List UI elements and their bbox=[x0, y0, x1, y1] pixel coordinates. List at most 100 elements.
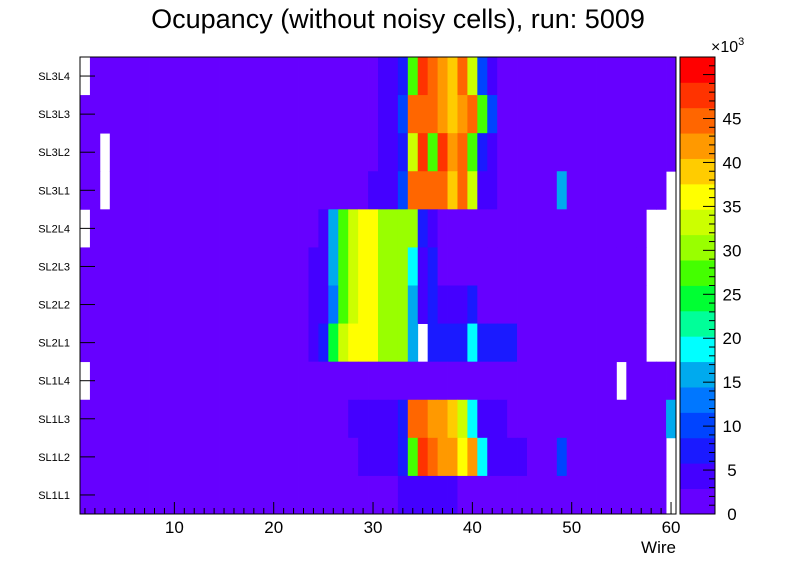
colorbar-exponent-base: ×10 bbox=[711, 39, 738, 56]
heatmap-cell bbox=[576, 247, 587, 286]
heatmap-cell bbox=[427, 361, 438, 401]
heatmap-cell bbox=[576, 399, 587, 439]
heatmap-cell bbox=[238, 285, 250, 324]
heatmap-cell bbox=[616, 323, 627, 363]
heatmap-cell bbox=[467, 95, 478, 134]
heatmap-cell bbox=[99, 247, 111, 286]
heatmap-cell bbox=[119, 361, 131, 401]
heatmap-cell bbox=[209, 323, 220, 363]
heatmap-cell bbox=[318, 133, 329, 172]
colorbar-tick-label: 30 bbox=[723, 241, 742, 260]
heatmap-cell bbox=[219, 437, 230, 477]
heatmap-cell bbox=[278, 361, 289, 401]
heatmap-cell bbox=[368, 437, 379, 477]
heatmap-cell bbox=[209, 247, 220, 286]
heatmap-cell bbox=[437, 171, 448, 210]
heatmap-cell bbox=[328, 171, 339, 210]
heatmap-cell bbox=[636, 285, 647, 324]
heatmap-cell bbox=[179, 171, 190, 210]
heatmap-cell bbox=[298, 247, 309, 286]
heatmap-cell bbox=[189, 57, 200, 96]
heatmap-cell bbox=[209, 209, 220, 248]
heatmap-cell bbox=[646, 399, 657, 439]
heatmap-cell bbox=[258, 57, 270, 96]
heatmap-cell bbox=[546, 247, 558, 286]
heatmap-cell bbox=[566, 95, 578, 134]
heatmap-cell bbox=[199, 247, 210, 286]
heatmap-cell bbox=[656, 171, 667, 210]
heatmap-cell bbox=[378, 475, 389, 515]
heatmap-cell bbox=[546, 323, 558, 363]
heatmap-cell bbox=[387, 95, 399, 134]
heatmap-cell bbox=[536, 323, 548, 363]
y-tick-label: SL3L4 bbox=[38, 71, 70, 83]
heatmap-cell bbox=[467, 437, 478, 477]
heatmap-cell bbox=[546, 57, 558, 96]
heatmap-cell bbox=[397, 95, 409, 134]
heatmap-cell bbox=[656, 95, 667, 134]
y-tick-label: SL1L4 bbox=[38, 376, 70, 388]
heatmap-cell bbox=[99, 57, 111, 96]
heatmap-cell bbox=[159, 399, 170, 439]
heatmap-cell bbox=[566, 285, 578, 324]
heatmap-cell bbox=[517, 437, 528, 477]
heatmap-cell bbox=[507, 133, 518, 172]
heatmap-cell bbox=[358, 171, 369, 210]
heatmap-cell bbox=[318, 285, 329, 324]
heatmap-cell bbox=[139, 399, 150, 439]
heatmap-cell bbox=[417, 475, 429, 515]
heatmap-cell bbox=[536, 171, 548, 210]
heatmap-cell bbox=[238, 171, 250, 210]
heatmap-cell bbox=[368, 323, 379, 363]
heatmap-cell bbox=[596, 437, 607, 477]
heatmap-cell bbox=[546, 171, 558, 210]
heatmap-cell bbox=[338, 399, 349, 439]
heatmap-cell bbox=[646, 95, 657, 134]
heatmap-cell bbox=[487, 247, 498, 286]
heatmap-cell bbox=[378, 437, 389, 477]
heatmap-cell bbox=[616, 285, 627, 324]
heatmap-cell bbox=[258, 361, 270, 401]
heatmap-cell bbox=[109, 209, 121, 248]
heatmap-cell bbox=[268, 57, 280, 96]
heatmap-cell bbox=[109, 361, 121, 401]
heatmap-cell bbox=[149, 475, 160, 515]
heatmap-cell bbox=[666, 361, 677, 401]
heatmap-cell bbox=[616, 209, 627, 248]
heatmap-cell bbox=[298, 437, 309, 477]
heatmap-cell bbox=[338, 247, 349, 286]
heatmap-cell bbox=[556, 209, 568, 248]
heatmap-cell bbox=[596, 95, 607, 134]
heatmap-cell bbox=[358, 209, 369, 248]
heatmap-cell bbox=[199, 399, 210, 439]
heatmap-cell bbox=[308, 399, 319, 439]
colorbar-segment bbox=[680, 310, 715, 337]
heatmap-cell bbox=[348, 323, 359, 363]
heatmap-cell bbox=[89, 399, 101, 439]
heatmap-cell bbox=[586, 399, 597, 439]
colorbar-tick-label: 5 bbox=[727, 461, 736, 480]
heatmap-cell bbox=[229, 171, 240, 210]
heatmap-cell bbox=[656, 437, 667, 477]
heatmap-cell bbox=[636, 399, 647, 439]
heatmap-cell bbox=[457, 285, 468, 324]
heatmap-cell bbox=[427, 57, 438, 96]
heatmap-cell bbox=[109, 57, 121, 96]
heatmap-cell bbox=[139, 285, 150, 324]
heatmap-cell bbox=[368, 399, 379, 439]
heatmap-cell bbox=[596, 171, 607, 210]
x-tick-label: 40 bbox=[463, 518, 482, 537]
heatmap-cell bbox=[159, 133, 170, 172]
heatmap-cell bbox=[397, 133, 409, 172]
heatmap-cell bbox=[417, 209, 429, 248]
heatmap-cell bbox=[427, 475, 438, 515]
heatmap-cell bbox=[527, 209, 538, 248]
heatmap-cell bbox=[348, 247, 359, 286]
heatmap-cell bbox=[387, 171, 399, 210]
heatmap-cell bbox=[626, 361, 637, 401]
heatmap-cell bbox=[546, 285, 558, 324]
heatmap-cell bbox=[596, 285, 607, 324]
heatmap-cell bbox=[517, 323, 528, 363]
heatmap-cell bbox=[566, 247, 578, 286]
heatmap-cell bbox=[189, 323, 200, 363]
